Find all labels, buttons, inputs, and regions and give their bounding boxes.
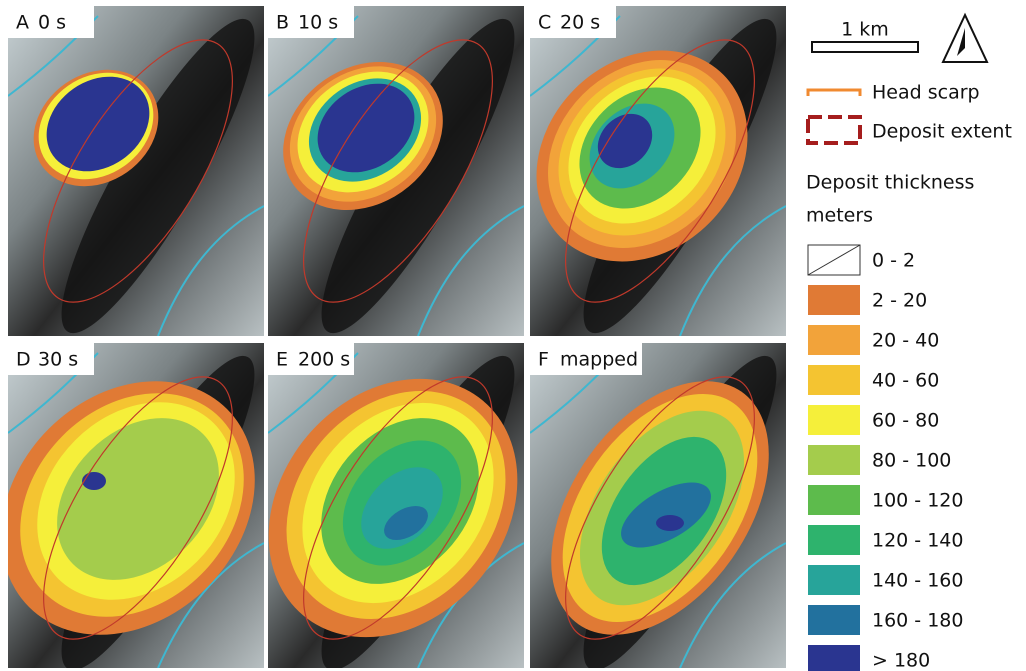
legend-class-label: > 180 (872, 650, 930, 671)
legend-swatch (808, 485, 860, 515)
map-panel: C 20 s (494, 0, 805, 352)
legend-swatch (808, 445, 860, 475)
deposit-extent-symbol (808, 117, 860, 143)
legend-swatch (808, 645, 860, 671)
deposit-zone (82, 472, 106, 490)
panel-time: 20 s (560, 12, 600, 34)
map-panel: B 10 s (254, 0, 542, 352)
map-panel: A 0 s (8, 0, 283, 352)
legend-swatch (808, 525, 860, 555)
legend-units: meters (806, 205, 873, 227)
panel-time: 200 s (298, 349, 350, 371)
legend-class-label: 120 - 140 (872, 530, 963, 552)
panel-letter: F (538, 349, 549, 371)
legend-class-label: 0 - 2 (872, 250, 915, 272)
scale-bar (812, 42, 918, 52)
legend-swatch (808, 325, 860, 355)
legend-label: Head scarp (872, 82, 980, 104)
legend-swatch (808, 405, 860, 435)
legend-swatch (808, 605, 860, 635)
legend-class-label: 140 - 160 (872, 570, 963, 592)
legend-class-label: 160 - 180 (872, 610, 963, 632)
panel-time: 10 s (298, 12, 338, 34)
map-panel: D 30 s (0, 330, 306, 671)
panel-letter: D (16, 349, 31, 371)
legend-swatch (808, 365, 860, 395)
north-arrow (943, 15, 987, 62)
figure: Head scarp Deposit extent Deposit thickn… (0, 0, 1026, 671)
panel-letter: A (16, 12, 29, 34)
map-panel: E 200 s (217, 329, 569, 671)
legend-label: Deposit extent (872, 121, 1012, 143)
head-scarp-symbol (808, 90, 860, 96)
panel-letter: E (276, 349, 288, 371)
panel-time: 30 s (38, 349, 78, 371)
scale-label: 1 km (841, 19, 889, 41)
legend-class-label: 60 - 80 (872, 410, 939, 432)
legend-class-label: 40 - 60 (872, 370, 939, 392)
panel-letter: B (276, 12, 289, 34)
legend-title: Deposit thickness (806, 172, 974, 194)
legend-swatch (808, 285, 860, 315)
panel-time: 0 s (38, 12, 66, 34)
legend-class-label: 100 - 120 (872, 490, 963, 512)
deposit-zone (656, 515, 684, 531)
panel-time: mapped (560, 349, 638, 371)
legend-class-label: 80 - 100 (872, 450, 951, 472)
legend-class-label: 2 - 20 (872, 290, 927, 312)
legend-swatch (808, 565, 860, 595)
legend-class-label: 20 - 40 (872, 330, 939, 352)
panel-letter: C (538, 12, 551, 34)
